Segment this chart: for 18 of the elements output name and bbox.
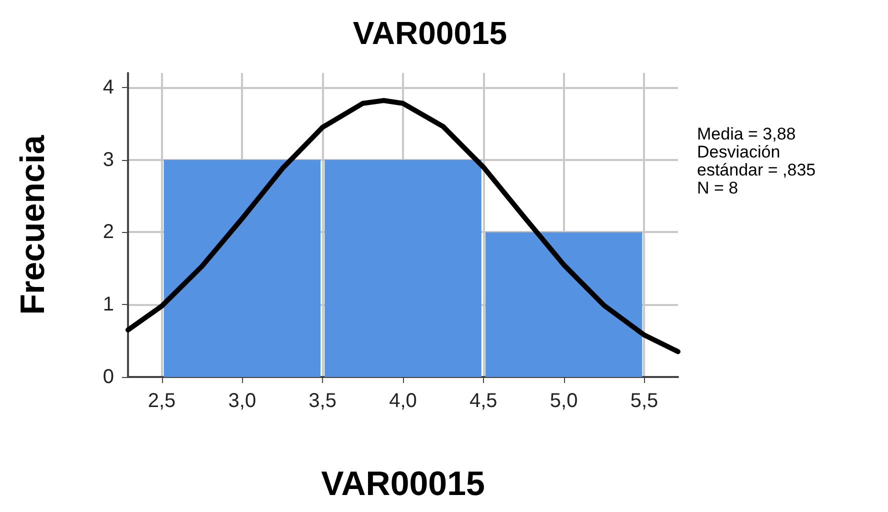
y-tick-label: 1 (102, 294, 114, 316)
text: Desviación estándar = ,835 (697, 142, 816, 180)
chart-title: VAR00015 (352, 15, 508, 51)
y-tick-label: 3 (102, 148, 114, 171)
x-axis-title: VAR00015 (321, 465, 485, 503)
x-tick-label: 5,5 (630, 390, 658, 412)
x-tick-label: 3,5 (308, 390, 336, 412)
x-tick-label: 2,5 (148, 390, 176, 412)
y-axis-title: Frecuencia (14, 134, 52, 315)
x-tick-label: 5,0 (550, 390, 578, 412)
text: N = 8 (697, 178, 738, 198)
x-tick-label: 4,0 (389, 390, 417, 412)
y-tick-label: 0 (102, 366, 114, 388)
text: Media = 3,88 (697, 124, 796, 144)
y-tick-label: 4 (102, 76, 114, 98)
x-tick-label: 3,0 (228, 390, 256, 412)
x-tick-label: 4,5 (470, 390, 498, 412)
y-tick-label: 2 (102, 221, 114, 244)
